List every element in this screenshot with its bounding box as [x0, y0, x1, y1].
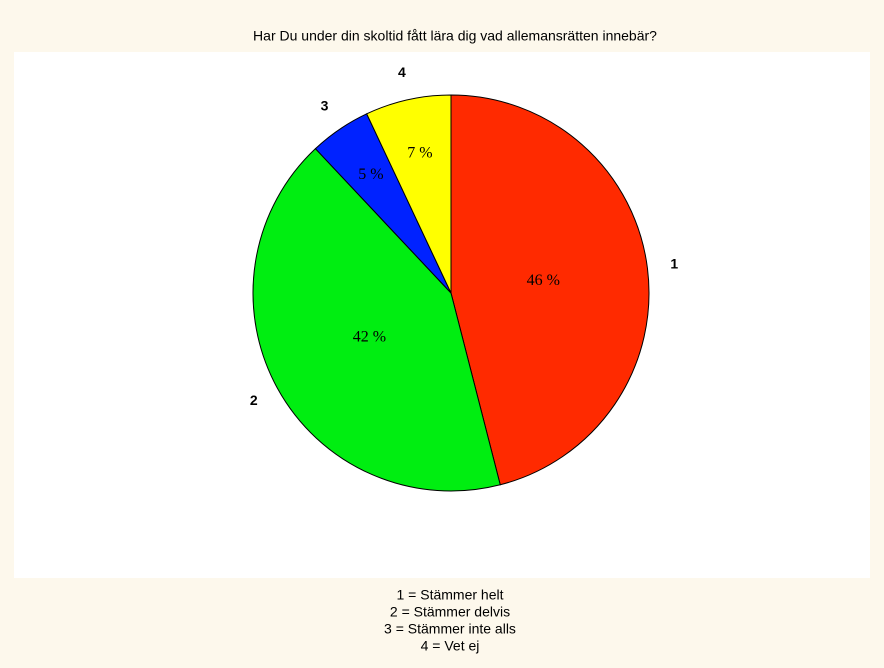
chart-title: Har Du under din skoltid fått lära dig v… — [253, 28, 657, 44]
slice-category-label: 4 — [398, 64, 406, 80]
legend-entry: 3 = Stämmer inte alls — [384, 621, 516, 637]
pie-slice — [252, 147, 501, 492]
slice-value-label: 42 % — [353, 329, 386, 346]
slice-category-label: 1 — [670, 256, 678, 272]
pie-slice — [366, 94, 452, 294]
slice-value-label: 46 % — [527, 272, 560, 289]
slice-category-label: 3 — [321, 98, 329, 114]
legend-entry: 1 = Stämmer helt — [397, 587, 504, 603]
pie-slice — [450, 94, 650, 486]
legend-entry: 2 = Stämmer delvis — [390, 604, 510, 620]
slice-value-label: 5 % — [358, 166, 383, 183]
slice-category-label: 2 — [250, 392, 258, 408]
slice-value-label: 7 % — [407, 145, 432, 162]
legend-entry: 4 = Vet ej — [421, 638, 480, 654]
